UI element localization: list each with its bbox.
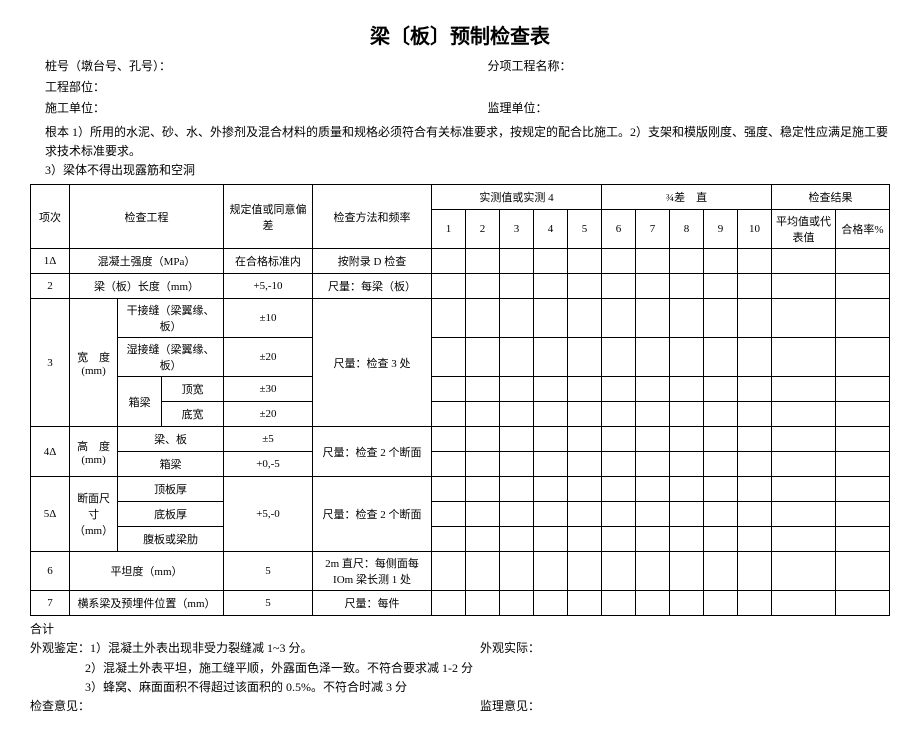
appearance-appraise-label: 外观鉴定： [30,641,90,655]
cell-sub: 湿接缝（梁翼缘、板） [118,338,224,377]
cell-method: 2m 直尺：每侧面每 IOm 梁长测 1 处 [313,552,432,591]
table-row: 7 横系梁及预埋件位置（mm） 5 尺量：每件 [31,591,890,616]
cell-no: 6 [31,552,70,591]
appraise-1: 1）混凝土外表出现非受力裂缝减 1~3 分。 [90,641,313,655]
appraise-3: 3）蜂窝、麻面面积不得超过该面积的 0.5%。不符合时减 3 分 [30,678,890,697]
cell-item: 横系梁及预埋件位置（mm） [70,591,224,616]
cell-method: 尺量：检查 2 个断面 [313,477,432,552]
supervision-opinion-label: 监理意见： [440,697,890,716]
th-c1: 1 [432,210,466,249]
cell-sub: 腹板或梁肋 [118,527,224,552]
cell-spec: 5 [224,552,313,591]
th-c9: 9 [704,210,738,249]
th-c2: 2 [466,210,500,249]
th-c7: 7 [636,210,670,249]
cell-dim: 高 度(mm) [70,427,118,477]
cell-sub: 顶板厚 [118,477,224,502]
cell-spec: ±20 [224,338,313,377]
cell-spec: ±5 [224,427,313,452]
cell-sub: 干接缝（梁翼缘、板） [118,299,224,338]
cell-sub: 梁、板 [118,427,224,452]
cell-method: 尺量：检查 2 个断面 [313,427,432,477]
cell-no: 1Δ [31,249,70,274]
cell-spec: 5 [224,591,313,616]
table-row: 1Δ 混凝土强度（MPa） 在合格标准内 按附录 D 检查 [31,249,890,274]
engineering-part-label: 工程部位： [30,78,448,97]
table-row: 箱梁 +0,-5 [31,452,890,477]
cell-spec: ±10 [224,299,313,338]
table-row: 4Δ 高 度(mm) 梁、板 ±5 尺量：检查 2 个断面 [31,427,890,452]
supervision-unit-label: 监理单位： [448,99,891,118]
cell-no: 4Δ [31,427,70,477]
page-title: 梁〔板〕预制检查表 [30,20,890,49]
th-pass: 合格率% [836,210,890,249]
cell-no: 2 [31,274,70,299]
construction-unit-label: 施工单位： [30,99,448,118]
th-c10: 10 [738,210,772,249]
cell-sub: 底宽 [162,402,224,427]
cell-sub: 顶宽 [162,377,224,402]
table-row: 3 宽 度(mm) 干接缝（梁翼缘、板） ±10 尺量：检查 3 处 [31,299,890,338]
basic-note-2: 3）梁体不得出现露筋和空洞 [45,163,195,177]
th-measured-group: 实测值或实测 4 [432,185,602,210]
cell-spec: +5,-0 [224,477,313,552]
inspection-table: 项次 检查工程 规定值或同意偏差 检查方法和频率 实测值或实测 4 ¾差 直 检… [30,184,890,616]
total-label: 合计 [30,620,890,639]
th-c5: 5 [568,210,602,249]
cell-dim: 宽 度(mm) [70,299,118,427]
check-opinion-label: 检查意见： [30,697,440,716]
th-deviation-group: ¾差 直 [602,185,772,210]
basic-note-1: 根本 1）所用的水泥、砂、水、外掺剂及混合材料的质量和规格必须符合有关标准要求，… [45,125,888,158]
th-item-no: 项次 [31,185,70,249]
cell-spec: ±20 [224,402,313,427]
table-row: 底板厚 [31,502,890,527]
th-result-group: 检查结果 [772,185,890,210]
cell-item: 平坦度（mm） [70,552,224,591]
th-c3: 3 [500,210,534,249]
th-c8: 8 [670,210,704,249]
cell-spec: +0,-5 [224,452,313,477]
cell-item: 混凝土强度（MPa） [70,249,224,274]
cell-sub: 箱梁 [118,452,224,477]
appraise-2: 2）混凝土外表平坦，施工缝平顺，外露面色泽一致。不符合要求减 1-2 分 [30,659,890,678]
cell-spec: ±30 [224,377,313,402]
th-spec: 规定值或同意偏差 [224,185,313,249]
cell-spec: +5,-10 [224,274,313,299]
cell-method: 按附录 D 检查 [313,249,432,274]
th-check-item: 检查工程 [70,185,224,249]
subproject-name-label: 分项工程名称： [448,57,891,76]
pile-number-label: 桩号（墩台号、孔号）： [30,57,448,76]
table-row: 2 梁（板）长度（mm） +5,-10 尺量：每梁（板） [31,274,890,299]
table-row: 腹板或梁肋 [31,527,890,552]
appearance-actual-label: 外观实际： [440,639,890,658]
cell-spec: 在合格标准内 [224,249,313,274]
table-row: 6 平坦度（mm） 5 2m 直尺：每侧面每 IOm 梁长测 1 处 [31,552,890,591]
cell-item: 梁（板）长度（mm） [70,274,224,299]
cell-no: 5Δ [31,477,70,552]
cell-no: 7 [31,591,70,616]
th-c4: 4 [534,210,568,249]
cell-method: 尺量：检查 3 处 [313,299,432,427]
table-row: 湿接缝（梁翼缘、板） ±20 [31,338,890,377]
cell-method: 尺量：每件 [313,591,432,616]
th-method: 检查方法和频率 [313,185,432,249]
th-avg: 平均值或代表值 [772,210,836,249]
th-c6: 6 [602,210,636,249]
cell-sub: 底板厚 [118,502,224,527]
cell-dim: 断面尺寸（mm） [70,477,118,552]
cell-box: 箱梁 [118,377,162,427]
cell-no: 3 [31,299,70,427]
table-row: 箱梁 顶宽 ±30 [31,377,890,402]
cell-method: 尺量：每梁（板） [313,274,432,299]
table-row: 5Δ 断面尺寸（mm） 顶板厚 +5,-0 尺量：检查 2 个断面 [31,477,890,502]
